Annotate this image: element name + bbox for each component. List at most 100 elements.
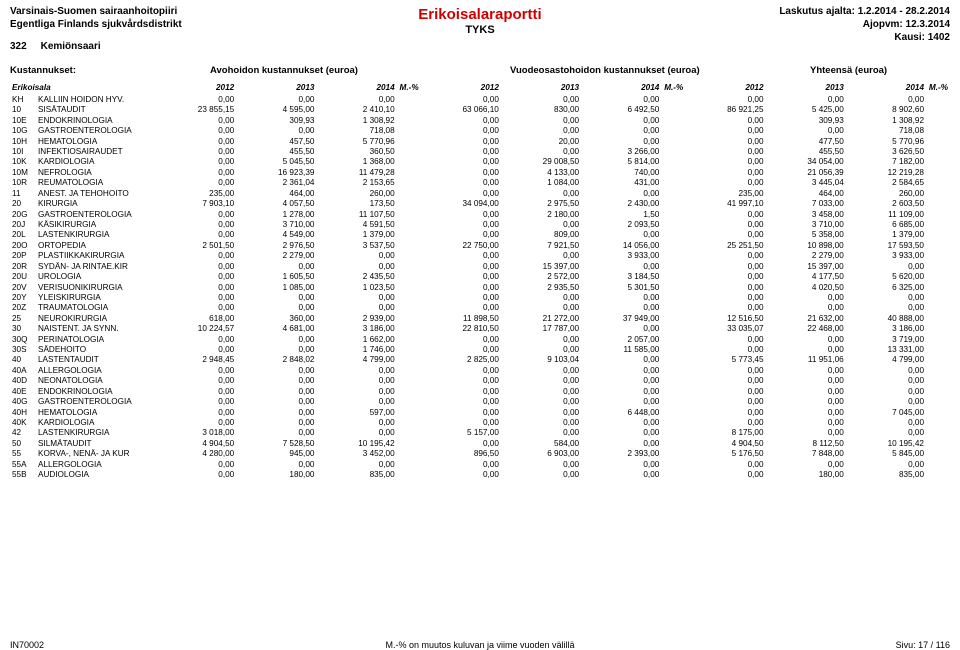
cell-value: 2 584,65 bbox=[846, 178, 926, 188]
row-name: NEONATOLOGIA bbox=[36, 376, 156, 386]
row-code: 10R bbox=[10, 178, 36, 188]
row-name: PLASTIIKKAKIRURGIA bbox=[36, 251, 156, 261]
cell-value: 0,00 bbox=[236, 428, 316, 438]
table-row: 42LASTENKIRURGIA3 018,000,000,005 157,00… bbox=[10, 428, 950, 438]
cell-value: 457,50 bbox=[236, 136, 316, 146]
cell-value bbox=[397, 230, 421, 240]
cell-value bbox=[926, 272, 950, 282]
cell-value: 0,00 bbox=[236, 386, 316, 396]
table-row: 10HHEMATOLOGIA0,00457,505 770,960,0020,0… bbox=[10, 136, 950, 146]
cell-value bbox=[661, 94, 685, 104]
row-code: 20Y bbox=[10, 292, 36, 302]
row-code: 40K bbox=[10, 418, 36, 428]
cell-value: 1 662,00 bbox=[316, 334, 396, 344]
cell-value: 0,00 bbox=[685, 407, 765, 417]
cell-value bbox=[661, 282, 685, 292]
cell-value: 0,00 bbox=[316, 386, 396, 396]
cell-value: 11 107,50 bbox=[316, 209, 396, 219]
row-name: ENDOKRINOLOGIA bbox=[36, 386, 156, 396]
cell-value: 0,00 bbox=[421, 365, 501, 375]
table-row: 10RREUMATOLOGIA0,002 361,042 153,650,001… bbox=[10, 178, 950, 188]
cell-value: 5 845,00 bbox=[846, 449, 926, 459]
table-row: 20UUROLOGIA0,001 605,502 435,500,002 572… bbox=[10, 272, 950, 282]
cell-value: 33 035,07 bbox=[685, 324, 765, 334]
cell-value: 0,00 bbox=[581, 365, 661, 375]
cell-value: 7 528,50 bbox=[236, 438, 316, 448]
cell-value: 0,00 bbox=[581, 355, 661, 365]
cell-value: 5 358,00 bbox=[766, 230, 846, 240]
row-code: 40A bbox=[10, 365, 36, 375]
cell-value bbox=[397, 167, 421, 177]
row-name: KORVA-, NENÄ- JA KUR bbox=[36, 449, 156, 459]
cell-value: 16 923,39 bbox=[236, 167, 316, 177]
row-name: HEMATOLOGIA bbox=[36, 136, 156, 146]
cell-value: 7 848,00 bbox=[766, 449, 846, 459]
cell-value bbox=[397, 438, 421, 448]
col-a-m: M.-% bbox=[397, 81, 421, 94]
col-c-2013: 2013 bbox=[766, 81, 846, 94]
cell-value bbox=[661, 126, 685, 136]
cell-value: 584,00 bbox=[501, 438, 581, 448]
row-code: 55 bbox=[10, 449, 36, 459]
cell-value: 718,08 bbox=[846, 126, 926, 136]
cell-value bbox=[926, 365, 950, 375]
cell-value: 0,00 bbox=[685, 261, 765, 271]
row-name: UROLOGIA bbox=[36, 272, 156, 282]
cell-value bbox=[397, 428, 421, 438]
cell-value: 4 681,00 bbox=[236, 324, 316, 334]
cell-value: 29 008,50 bbox=[501, 157, 581, 167]
cell-value bbox=[661, 240, 685, 250]
cell-value: 17 593,50 bbox=[846, 240, 926, 250]
row-name: NEFROLOGIA bbox=[36, 167, 156, 177]
table-row: 30QPERINATOLOGIA0,000,001 662,000,000,00… bbox=[10, 334, 950, 344]
row-code: 20L bbox=[10, 230, 36, 240]
cell-value: 0,00 bbox=[685, 303, 765, 313]
group-total: Yhteensä (euroa) bbox=[810, 66, 887, 77]
cell-value: 41 997,10 bbox=[685, 199, 765, 209]
cell-value: 0,00 bbox=[685, 376, 765, 386]
cell-value: 0,00 bbox=[685, 459, 765, 469]
cell-value: 0,00 bbox=[501, 251, 581, 261]
row-code: KH bbox=[10, 94, 36, 104]
cell-value bbox=[926, 459, 950, 469]
cell-value: 1 308,92 bbox=[316, 115, 396, 125]
cell-value: 830,00 bbox=[501, 105, 581, 115]
row-code: 20J bbox=[10, 219, 36, 229]
cell-value bbox=[661, 272, 685, 282]
cell-value bbox=[926, 428, 950, 438]
cell-value bbox=[661, 459, 685, 469]
table-row: 20KIRURGIA7 903,104 057,50173,5034 094,0… bbox=[10, 199, 950, 209]
cell-value bbox=[926, 178, 950, 188]
row-name: SISÄTAUDIT bbox=[36, 105, 156, 115]
run-date: Ajopvm: 12.3.2014 bbox=[863, 19, 950, 31]
cell-value: 718,08 bbox=[316, 126, 396, 136]
cell-value bbox=[661, 251, 685, 261]
cell-value bbox=[661, 407, 685, 417]
cell-value: 0,00 bbox=[236, 459, 316, 469]
table-row: 10IINFEKTIOSAIRAUDET0,00455,50360,500,00… bbox=[10, 147, 950, 157]
col-b-2012: 2012 bbox=[421, 81, 501, 94]
table-row: 10MNEFROLOGIA0,0016 923,3911 479,280,004… bbox=[10, 167, 950, 177]
cell-value: 2 361,04 bbox=[236, 178, 316, 188]
cell-value bbox=[926, 240, 950, 250]
cell-value bbox=[397, 313, 421, 323]
cell-value: 0,00 bbox=[421, 376, 501, 386]
cell-value: 0,00 bbox=[766, 428, 846, 438]
cell-value: 3 626,50 bbox=[846, 147, 926, 157]
cell-value bbox=[661, 428, 685, 438]
cell-value: 0,00 bbox=[236, 261, 316, 271]
cell-value bbox=[661, 438, 685, 448]
cell-value: 0,00 bbox=[581, 292, 661, 302]
cell-value: 3 933,00 bbox=[581, 251, 661, 261]
row-name: LASTENTAUDIT bbox=[36, 355, 156, 365]
cell-value bbox=[926, 105, 950, 115]
cell-value bbox=[926, 407, 950, 417]
cell-value: 0,00 bbox=[156, 459, 236, 469]
row-name: SILMÄTAUDIT bbox=[36, 438, 156, 448]
cell-value: 4 799,00 bbox=[316, 355, 396, 365]
cell-value bbox=[397, 376, 421, 386]
cell-value: 0,00 bbox=[236, 94, 316, 104]
cell-value: 235,00 bbox=[685, 188, 765, 198]
cell-value: 2 948,45 bbox=[156, 355, 236, 365]
cell-value: 20,00 bbox=[501, 136, 581, 146]
